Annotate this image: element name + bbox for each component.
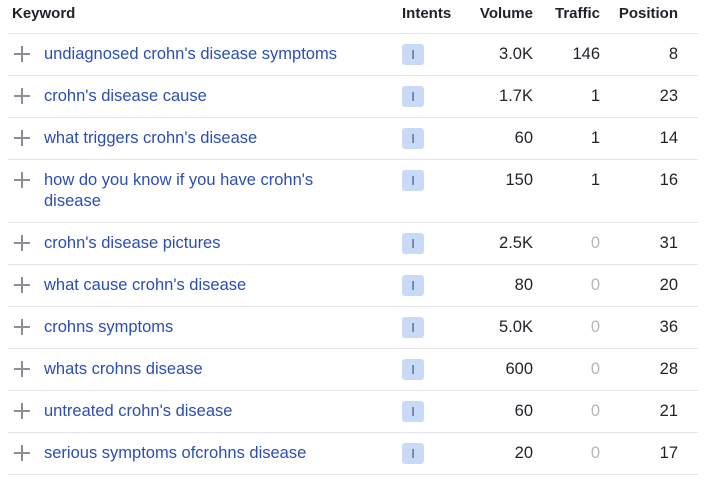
traffic-value: 1: [590, 87, 600, 105]
traffic-value: 0: [590, 276, 600, 294]
keyword-link[interactable]: whats crohns disease: [44, 360, 203, 378]
traffic-value: 1: [590, 129, 600, 147]
position-value: 31: [659, 234, 678, 252]
intent-badge: I: [402, 128, 424, 149]
table-row: undiagnosed crohn's disease symptoms I 3…: [8, 34, 698, 76]
position-value: 14: [659, 129, 678, 147]
keyword-table: Keyword Intents Volume Traffic Position …: [8, 0, 698, 475]
position-value: 28: [659, 360, 678, 378]
plus-icon[interactable]: [14, 88, 30, 104]
traffic-value: 0: [590, 360, 600, 378]
volume-value: 80: [514, 276, 533, 294]
keyword-link[interactable]: untreated crohn's disease: [44, 402, 233, 420]
table-row: crohn's disease pictures I 2.5K 0 31: [8, 223, 698, 265]
plus-icon[interactable]: [14, 361, 30, 377]
keyword-link[interactable]: crohn's disease pictures: [44, 234, 221, 252]
plus-icon[interactable]: [14, 277, 30, 293]
traffic-value: 1: [590, 171, 600, 189]
table-row: how do you know if you have crohn's dise…: [8, 160, 698, 223]
header-volume[interactable]: Volume: [479, 5, 533, 22]
volume-value: 2.5K: [499, 234, 533, 252]
traffic-value: 0: [590, 234, 600, 252]
traffic-value: 0: [590, 318, 600, 336]
position-value: 21: [659, 402, 678, 420]
intent-badge: I: [402, 317, 424, 338]
plus-icon[interactable]: [14, 319, 30, 335]
position-value: 36: [659, 318, 678, 336]
table-row: what cause crohn's disease I 80 0 20: [8, 265, 698, 307]
intent-badge: I: [402, 44, 424, 65]
table-row: whats crohns disease I 600 0 28: [8, 349, 698, 391]
keyword-link[interactable]: crohn's disease cause: [44, 87, 207, 105]
volume-value: 60: [514, 402, 533, 420]
position-value: 17: [659, 444, 678, 462]
position-value: 23: [659, 87, 678, 105]
intent-badge: I: [402, 401, 424, 422]
plus-icon[interactable]: [14, 445, 30, 461]
plus-icon[interactable]: [14, 46, 30, 62]
keyword-link[interactable]: crohns symptoms: [44, 318, 174, 336]
plus-icon[interactable]: [14, 130, 30, 146]
volume-value: 20: [514, 444, 533, 462]
intent-badge: I: [402, 170, 424, 191]
intent-badge: I: [402, 233, 424, 254]
volume-value: 5.0K: [499, 318, 533, 336]
intent-badge: I: [402, 275, 424, 296]
header-intents[interactable]: Intents: [402, 5, 452, 22]
keyword-link[interactable]: how do you know if you have crohn's dise…: [44, 171, 314, 210]
plus-icon[interactable]: [14, 172, 30, 188]
table-row: crohn's disease cause I 1.7K 1 23: [8, 76, 698, 118]
intent-badge: I: [402, 359, 424, 380]
position-value: 8: [668, 45, 678, 63]
plus-icon[interactable]: [14, 235, 30, 251]
header-traffic[interactable]: Traffic: [554, 5, 600, 22]
keyword-link[interactable]: undiagnosed crohn's disease symptoms: [44, 45, 337, 63]
table-row: untreated crohn's disease I 60 0 21: [8, 391, 698, 433]
position-value: 20: [659, 276, 678, 294]
intent-badge: I: [402, 86, 424, 107]
header-keyword[interactable]: Keyword: [12, 5, 76, 22]
traffic-value: 146: [572, 45, 600, 63]
plus-icon[interactable]: [14, 403, 30, 419]
keyword-link[interactable]: what triggers crohn's disease: [44, 129, 258, 147]
position-value: 16: [659, 171, 678, 189]
intent-badge: I: [402, 443, 424, 464]
table-row: what triggers crohn's disease I 60 1 14: [8, 118, 698, 160]
table-header: Keyword Intents Volume Traffic Position: [8, 0, 698, 34]
keyword-link[interactable]: what cause crohn's disease: [44, 276, 247, 294]
traffic-value: 0: [590, 444, 600, 462]
volume-value: 1.7K: [499, 87, 533, 105]
volume-value: 3.0K: [499, 45, 533, 63]
table-row: crohns symptoms I 5.0K 0 36: [8, 307, 698, 349]
keyword-link[interactable]: serious symptoms ofcrohns disease: [44, 444, 307, 462]
traffic-value: 0: [590, 402, 600, 420]
header-position[interactable]: Position: [618, 5, 678, 22]
table-row: serious symptoms ofcrohns disease I 20 0…: [8, 433, 698, 475]
volume-value: 150: [505, 171, 533, 189]
volume-value: 60: [514, 129, 533, 147]
volume-value: 600: [505, 360, 533, 378]
